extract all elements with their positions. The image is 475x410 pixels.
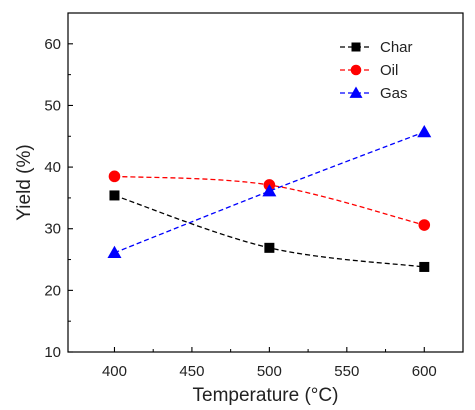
data-point-oil [108, 170, 121, 183]
y-tick-label: 10 [44, 344, 61, 361]
legend-marker-char [351, 42, 361, 52]
y-tick-label: 60 [44, 36, 61, 53]
y-tick-label: 30 [44, 221, 61, 238]
plot-area [107, 124, 432, 272]
data-point-gas [107, 245, 122, 259]
data-point-gas [417, 124, 432, 138]
y-tick-label: 40 [44, 159, 61, 176]
x-tick-label: 550 [334, 363, 359, 380]
series-line-char [114, 194, 425, 268]
x-tick-label: 400 [102, 363, 127, 380]
x-axis-title: Temperature (°C) [193, 385, 339, 406]
y-tick-label: 20 [44, 282, 61, 299]
x-tick-label: 500 [257, 363, 282, 380]
legend: Char Oil Gas [340, 39, 413, 102]
legend-marker-oil [350, 64, 362, 76]
y-axis-title: Yield (%) [14, 144, 35, 220]
x-tick-label: 450 [179, 363, 204, 380]
legend-label-gas: Gas [380, 85, 408, 102]
legend-marker-gas [349, 86, 363, 98]
legend-label-oil: Oil [380, 62, 398, 79]
data-point-gas [262, 184, 277, 197]
data-point-oil [418, 219, 431, 231]
data-point-char [264, 242, 275, 253]
plot-frame [67, 12, 464, 353]
legend-label-char: Char [380, 39, 413, 56]
axes: 400 450 500 550 600 10 20 30 40 50 60 [44, 12, 464, 380]
y-tick-label: 50 [44, 97, 61, 114]
data-point-char [419, 261, 430, 272]
x-tick-label: 600 [412, 363, 437, 380]
data-point-char [109, 190, 120, 201]
